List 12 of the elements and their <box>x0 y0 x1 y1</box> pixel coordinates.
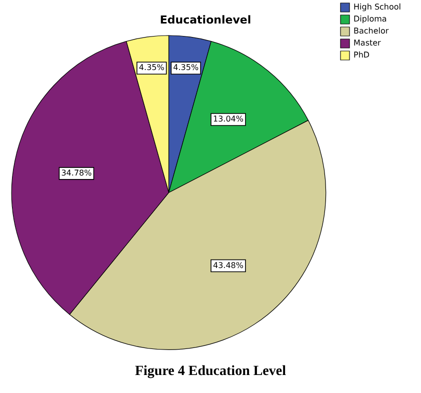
data-label: 34.78% <box>61 168 92 178</box>
text: Educationlevel <box>160 13 252 26</box>
legend-label: Master <box>354 38 382 48</box>
legend-label: Diploma <box>354 14 387 24</box>
legend-label: High School <box>354 2 402 12</box>
data-label: 4.35% <box>138 63 165 72</box>
data-label: 13.04% <box>212 114 244 124</box>
legend-label: PhD <box>354 50 370 60</box>
data-label: 4.35% <box>173 63 199 72</box>
legend-label: Bachelor <box>354 26 390 36</box>
data-label: 43.48% <box>212 260 244 270</box>
caption: Figure 4 Education Level <box>134 364 288 380</box>
